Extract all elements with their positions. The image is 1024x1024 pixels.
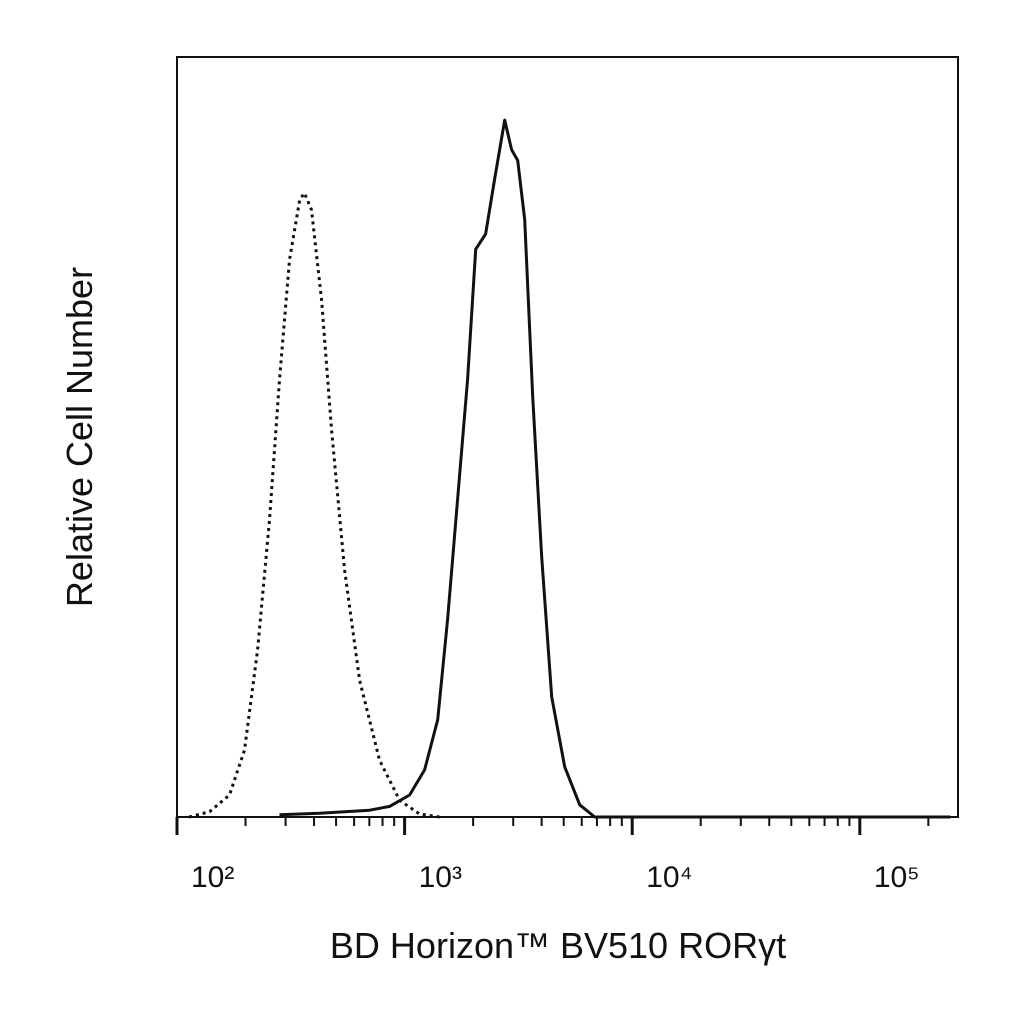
x-tick-label: 10⁵ — [874, 861, 920, 894]
x-tick-label: 10⁴ — [646, 861, 692, 894]
y-axis-label: Relative Cell Number — [59, 267, 100, 607]
plot-frame — [176, 56, 959, 818]
x-axis-label: BD Horizon™ BV510 RORγt — [330, 925, 786, 966]
histogram-line — [279, 118, 951, 819]
histogram-line — [188, 191, 440, 819]
x-tick-label: 10³ — [419, 861, 462, 894]
x-tick-label: 10² — [191, 861, 234, 894]
